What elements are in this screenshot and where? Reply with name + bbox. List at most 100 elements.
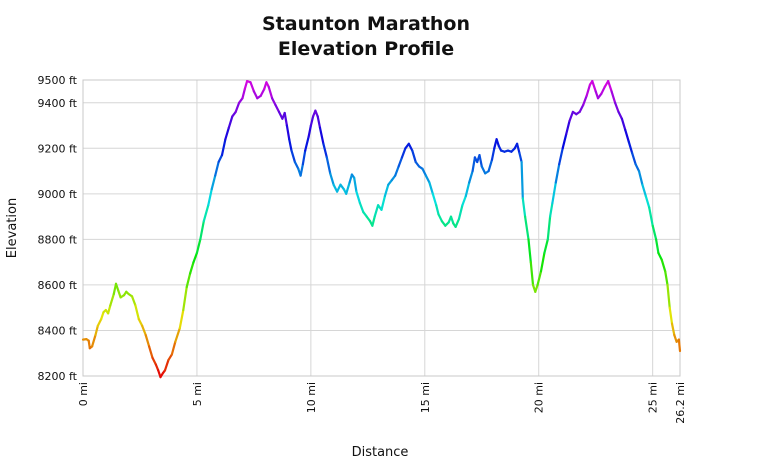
elevation-segment [668,306,674,325]
elevation-segment [523,215,530,241]
x-tick-label: 0 mi [77,382,90,406]
elevation-segment [394,165,400,177]
elevation-segment [564,119,571,136]
elevation-segment [100,311,105,321]
chart-title: Staunton Marathon Elevation Profile [0,12,732,62]
elevation-segment [380,195,386,211]
elevation-segment [243,79,249,91]
elevation-segment [94,324,99,337]
elevation-segment [371,215,376,227]
elevation-segment [309,115,315,127]
elevation-segment [167,353,173,362]
elevation-segment [407,142,414,152]
y-gridlines [83,79,680,377]
x-tick-label: 5 mi [191,382,204,406]
elevation-segment [400,147,407,159]
elevation-segment [637,170,644,186]
elevation-segment [654,238,660,255]
elevation-segment [325,156,332,175]
elevation-segment [207,188,213,207]
elevation-segment [224,126,230,141]
elevation-segment [109,292,115,307]
y-tick-label: 9500 ft [38,74,78,87]
elevation-segment [316,115,322,129]
elevation-segment [670,322,676,337]
y-tick-label: 8600 ft [38,279,78,292]
elevation-segment [274,103,281,114]
elevation-segment [521,197,527,218]
elevation-segment [641,183,647,198]
x-tick-label: 20 mi [533,382,546,413]
elevation-segment [543,238,549,255]
elevation-segment [267,85,274,100]
elevation-segment [163,359,170,372]
elevation-series [81,79,682,379]
elevation-segment [421,167,427,177]
elevation-segment [271,97,277,107]
elevation-segment [527,238,532,264]
elevation-segment [660,258,667,273]
elevation-segment [518,151,523,164]
elevation-segment [210,174,217,191]
elevation-segment [90,333,97,348]
elevation-segment [487,158,494,173]
elevation-segment [322,142,328,159]
elevation-segment [561,133,568,150]
elevation-segment [137,318,144,327]
elevation-segment [214,160,220,177]
elevation-segment [468,170,474,184]
y-tick-label: 8200 ft [38,370,78,383]
elevation-segment [424,174,431,184]
elevation-segment [435,204,440,216]
elevation-segment [290,149,296,164]
elevation-segment [299,163,304,177]
elevation-segment [610,90,617,104]
elevation-segment [397,156,404,168]
elevation-segment [520,160,524,200]
elevation-segment [600,85,606,95]
y-tick-label: 9000 ft [38,188,78,201]
x-gridlines [82,80,681,376]
elevation-segment [578,103,585,114]
elevation-segment [454,217,461,228]
elevation-segment [141,324,147,337]
elevation-segment [185,272,192,289]
elevation-segment [617,110,624,120]
elevation-segment [353,176,358,193]
elevation-segment [591,79,597,93]
chart-title-line-1: Staunton Marathon [261,13,471,35]
elevation-segment [630,151,637,166]
elevation-segment [285,124,291,141]
elevation-segment [182,286,188,312]
elevation-segment [644,195,651,209]
elevation-segment [534,283,539,293]
elevation-segment [548,201,554,218]
elevation-segment [546,215,552,241]
elevation-segment [666,283,671,309]
elevation-segment [428,181,434,195]
elevation-segment [355,190,361,205]
elevation-segment [202,204,210,223]
elevation-segment [677,338,682,353]
elevation-segment [480,165,487,175]
elevation-segment [249,81,255,93]
elevation-segment [495,138,500,148]
elevation-segment [114,282,120,292]
elevation-segment [148,345,154,359]
elevation-segment [106,304,112,315]
elevation-segment [283,111,288,127]
y-tick-label: 8800 ft [38,233,78,246]
elevation-segment [551,181,557,205]
elevation-segment [558,147,564,166]
elevation-segment [664,270,669,286]
elevation-segment [134,304,140,321]
elevation-segment [411,149,417,164]
x-axis-label: Distance [352,445,409,460]
chart-title-line-2: Elevation Profile [277,38,455,60]
y-axis-label: Elevation [5,198,20,258]
x-tick-labels: 0 mi 5 mi 10 mi 15 mi 20 mi 25 mi 26.2 mi [77,382,687,424]
elevation-segment [471,156,476,173]
elevation-segment [585,83,592,98]
elevation-segment [568,110,575,123]
elevation-segment [329,172,335,186]
